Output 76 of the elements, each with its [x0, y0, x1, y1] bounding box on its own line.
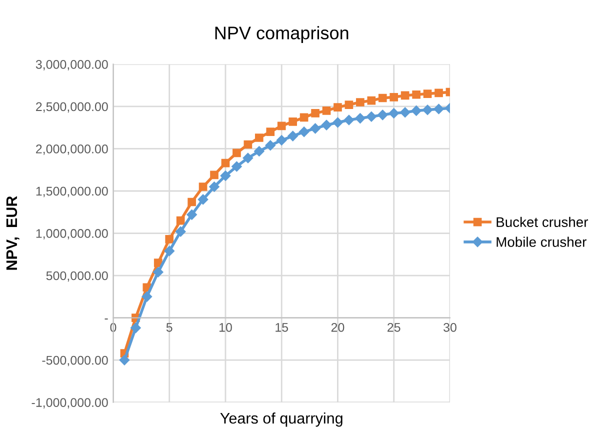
point	[210, 170, 218, 180]
point	[366, 111, 377, 122]
point	[265, 140, 276, 150]
point	[434, 104, 444, 114]
point	[288, 130, 298, 142]
point	[188, 198, 196, 206]
x-tick-label: 10	[219, 322, 232, 332]
point	[367, 96, 376, 105]
point	[142, 292, 152, 302]
point	[232, 148, 241, 158]
point	[344, 100, 354, 109]
point	[390, 93, 398, 102]
point	[411, 106, 422, 116]
x-axis-title: Years of quarrying	[220, 412, 342, 427]
point	[198, 182, 208, 191]
point	[220, 170, 231, 181]
point	[412, 90, 420, 99]
point	[300, 113, 308, 122]
point	[344, 114, 354, 126]
point	[209, 182, 220, 192]
point	[355, 113, 366, 124]
chart-title: NPV comaprison	[215, 26, 348, 43]
point	[311, 109, 320, 118]
x-tick-label: 5	[166, 323, 172, 332]
point	[198, 194, 208, 205]
point	[298, 126, 310, 137]
x-tick-label: 15	[276, 323, 288, 332]
x-tick-label: 25	[388, 322, 400, 332]
x-tick-label: 20	[331, 322, 344, 332]
point	[322, 106, 331, 115]
point	[176, 216, 185, 225]
point	[130, 322, 141, 334]
point	[310, 123, 320, 134]
point	[378, 110, 388, 120]
y-tick-label: -	[104, 318, 108, 320]
point	[332, 117, 343, 128]
legend-label: Bucket crusher	[496, 216, 588, 228]
point	[119, 354, 130, 366]
point	[400, 107, 410, 118]
point	[423, 90, 432, 98]
y-tick-label: 500,000.00	[46, 271, 108, 282]
point	[434, 88, 443, 98]
y-tick-label: 2,500,000.00	[36, 102, 108, 113]
point	[321, 120, 332, 130]
point	[388, 108, 399, 118]
point	[242, 152, 254, 164]
legend-label: Mobile crusher	[496, 236, 586, 247]
point	[276, 135, 287, 146]
point	[378, 94, 387, 102]
point	[288, 118, 297, 126]
y-tick-label: 3,000,000.00	[36, 60, 108, 70]
point	[244, 140, 252, 149]
y-tick-label: 1,500,000.00	[36, 186, 108, 198]
point	[266, 128, 275, 136]
point	[186, 210, 197, 220]
y-tick-label: 2,000,000.00	[36, 144, 108, 155]
y-tick-label: -500,000.00	[42, 356, 108, 366]
y-axis-title: NPV, EUR	[6, 196, 20, 270]
point	[175, 226, 186, 237]
point	[334, 103, 342, 112]
point	[400, 91, 410, 100]
point	[422, 104, 433, 115]
point	[164, 246, 174, 256]
point	[277, 122, 286, 130]
x-tick-label: 30	[444, 322, 456, 332]
point	[232, 161, 242, 172]
point	[254, 146, 264, 156]
point	[254, 134, 264, 142]
point	[165, 235, 174, 244]
point	[153, 267, 164, 278]
y-tick-label: 1,000,000.00	[36, 229, 108, 240]
point	[221, 158, 230, 168]
x-tick-label: 0	[110, 322, 116, 332]
point	[356, 98, 364, 106]
point	[154, 258, 162, 268]
y-tick-label: -1,000,000.00	[32, 398, 108, 408]
